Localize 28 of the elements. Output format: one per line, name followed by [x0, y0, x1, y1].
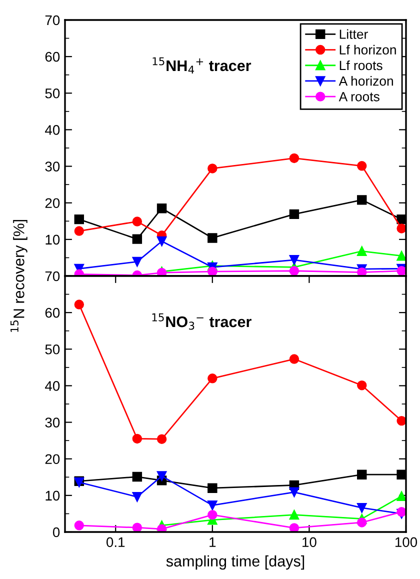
y-tick-label: 0: [52, 527, 60, 538]
y-tick-label: 10: [46, 234, 60, 245]
x-tick-label: 0.1: [106, 537, 125, 548]
annotation: $^{15}$NH$_{4}$$^{+}$ tracer: [152, 57, 252, 74]
y-tick-label: 40: [45, 381, 60, 391]
y-tick-label: 30: [45, 162, 60, 172]
legend-label: Lf roots: [340, 60, 382, 70]
y-tick-label: 50: [45, 88, 60, 98]
legend-label: A horizon: [338, 76, 393, 86]
x-tick-label: 100: [395, 537, 418, 548]
legend-label: A roots: [338, 92, 380, 102]
y-tick-label: 30: [45, 418, 60, 428]
x-axis-title: sampling time [days]: [166, 555, 304, 570]
y-tick-label: 70: [45, 271, 60, 282]
y-tick-label: 20: [45, 454, 60, 464]
y-tick-label: 40: [45, 125, 60, 135]
y-tick-label: 70: [45, 15, 60, 26]
legend-label: Lf horizon: [340, 44, 396, 55]
y-tick-label: 60: [45, 308, 60, 318]
y-tick-label: 20: [45, 198, 60, 208]
y-tick-label: 10: [46, 490, 60, 501]
y-axis-title: $^{15}$N recovery [%]: [10, 220, 28, 332]
annotation: $^{15}$NO$_{3}$$^{−}$ tracer: [152, 313, 252, 330]
y-tick-label: 60: [45, 52, 60, 62]
x-tick-label: 10: [302, 537, 316, 548]
y-tick-label: 50: [45, 344, 60, 354]
x-tick-label: 1: [210, 537, 216, 547]
legend-label: Litter: [340, 29, 368, 39]
